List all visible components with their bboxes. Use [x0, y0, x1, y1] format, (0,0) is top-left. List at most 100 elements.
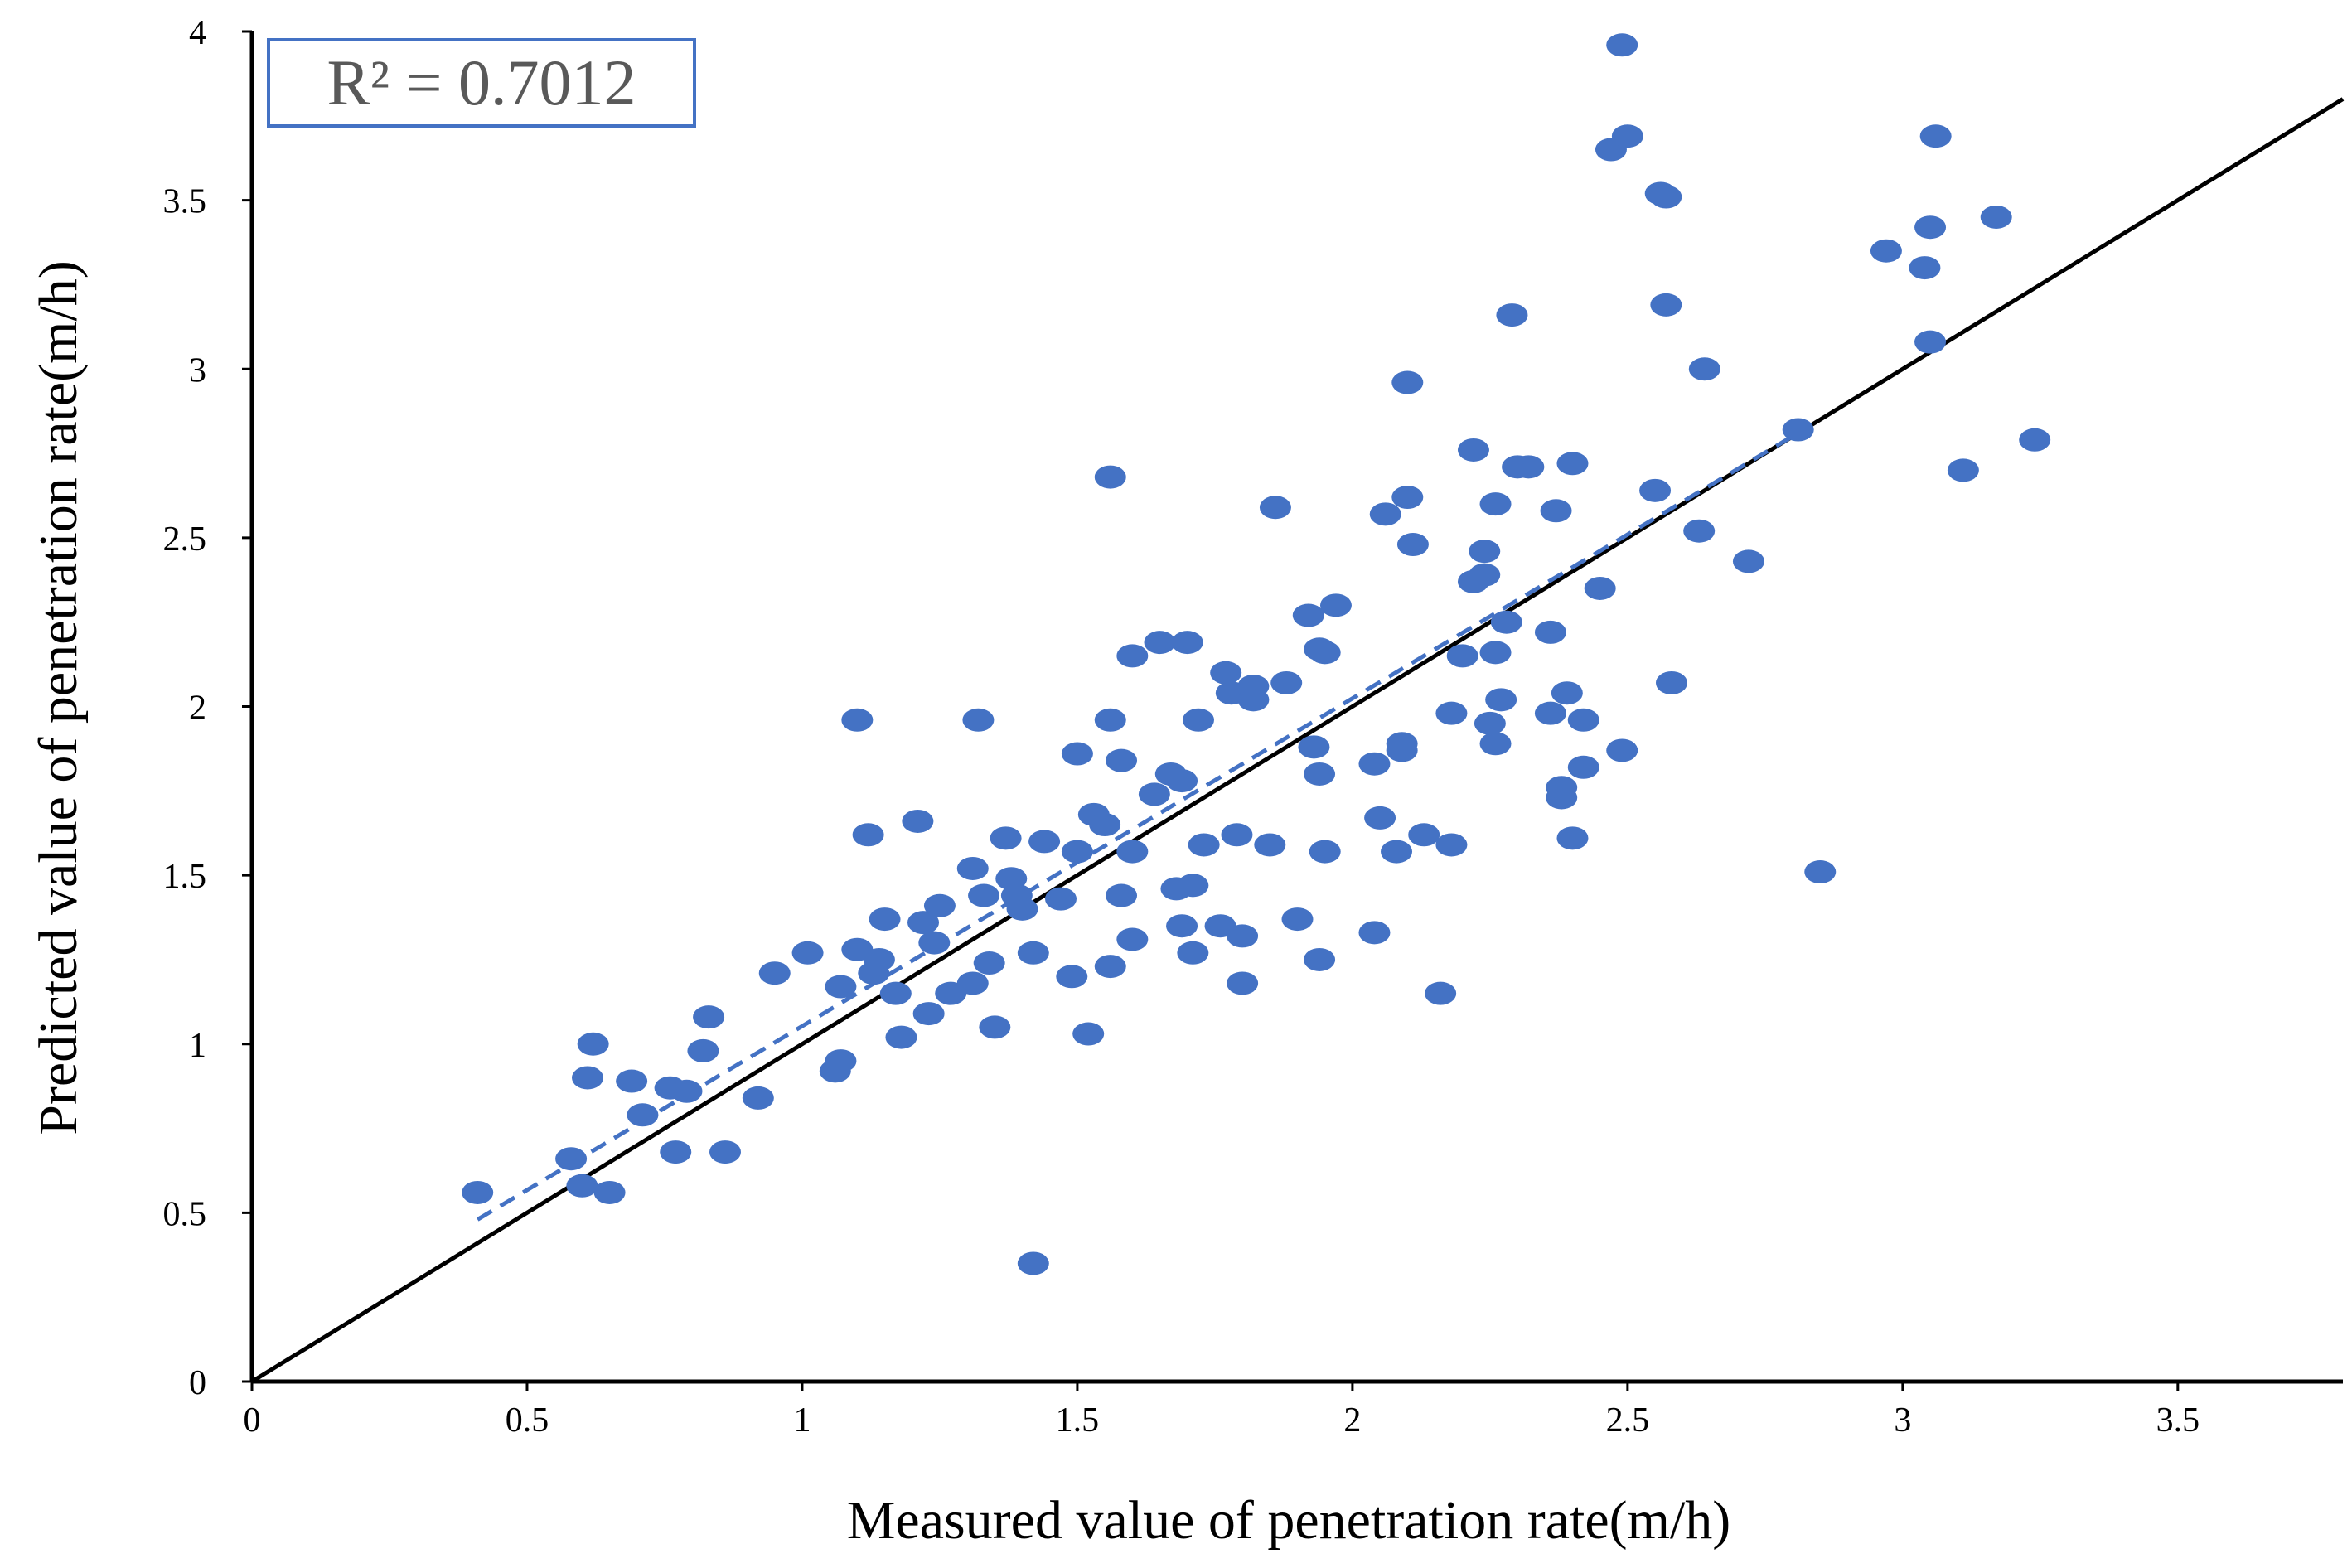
data-point — [1391, 370, 1424, 394]
x-tick-label: 1.5 — [1056, 1401, 1100, 1440]
data-point — [1540, 499, 1572, 523]
data-point — [956, 971, 989, 995]
data-point — [1177, 874, 1209, 898]
data-point — [1914, 215, 1947, 240]
data-point — [627, 1103, 659, 1127]
data-point — [1364, 806, 1396, 830]
data-point — [1381, 840, 1413, 864]
data-point — [660, 1140, 692, 1164]
data-point — [1006, 897, 1038, 921]
data-point — [1221, 823, 1253, 847]
data-point — [1358, 921, 1391, 945]
data-point — [1655, 670, 1687, 694]
data-point — [687, 1038, 719, 1062]
data-point — [791, 941, 824, 965]
data-point — [1534, 620, 1566, 644]
data-point — [670, 1079, 703, 1103]
data-point — [1485, 688, 1517, 712]
data-point — [1683, 519, 1716, 543]
data-point — [1210, 661, 1242, 685]
y-tick-label: 2.5 — [163, 520, 207, 559]
data-point — [879, 981, 912, 1005]
data-point — [462, 1180, 494, 1204]
data-point — [923, 893, 956, 917]
data-point — [1479, 492, 1512, 516]
data-point — [1304, 947, 1336, 971]
y-axis-title: Predicted value of penetration rate(m/h) — [28, 260, 89, 1135]
y-tick-label: 0.5 — [163, 1195, 207, 1233]
y-tick-label: 1 — [189, 1027, 206, 1065]
data-point — [1017, 941, 1049, 965]
data-point — [1094, 955, 1126, 979]
data-point — [863, 947, 895, 971]
data-point — [555, 1147, 588, 1171]
data-point — [885, 1025, 917, 1049]
x-tick-label: 2.5 — [1606, 1401, 1650, 1440]
data-point — [1061, 840, 1093, 864]
y-tick-label: 3.5 — [163, 183, 207, 221]
trendline — [476, 424, 1811, 1222]
data-point — [1474, 711, 1506, 735]
data-point — [1408, 823, 1440, 847]
reference-lines — [250, 97, 2345, 1384]
data-point — [1166, 914, 1198, 938]
data-point — [962, 708, 995, 732]
data-point — [968, 883, 1000, 907]
data-point — [1237, 675, 1270, 699]
data-point — [593, 1180, 626, 1204]
data-point — [1298, 735, 1330, 759]
data-point — [566, 1174, 598, 1198]
data-point — [1056, 965, 1088, 989]
data-point — [1094, 708, 1126, 732]
x-tick-label: 0.5 — [506, 1401, 549, 1440]
y-tick-label: 3 — [189, 351, 206, 390]
data-point — [1358, 752, 1391, 776]
data-point — [1309, 840, 1341, 864]
data-point — [1782, 418, 1814, 442]
y-tick-label: 2 — [189, 690, 206, 728]
data-point — [709, 1140, 741, 1164]
data-point — [1106, 883, 1138, 907]
data-point — [825, 1049, 857, 1073]
data-point — [1116, 927, 1149, 951]
data-point — [902, 809, 934, 833]
data-point — [1446, 644, 1478, 668]
data-point — [1639, 478, 1672, 502]
data-point — [1017, 1251, 1049, 1275]
data-point — [1469, 563, 1501, 587]
data-point — [1650, 293, 1682, 317]
data-point — [1281, 907, 1314, 932]
data-point — [1435, 833, 1468, 857]
data-point — [1045, 887, 1077, 911]
data-point — [1947, 458, 1979, 482]
data-point — [1182, 708, 1214, 732]
data-point — [1094, 465, 1126, 489]
data-point — [1309, 641, 1341, 665]
x-tick-label: 3 — [1894, 1401, 1911, 1440]
x-tick-label: 0 — [244, 1401, 261, 1440]
x-axis-title: Measured value of penetration rate(m/h) — [847, 1490, 1731, 1551]
r-squared-box — [267, 38, 696, 128]
data-point — [1089, 813, 1121, 837]
data-point — [1144, 631, 1176, 655]
data-point — [1227, 924, 1259, 948]
data-point — [1116, 644, 1149, 668]
data-point — [1546, 776, 1578, 800]
data-point — [1425, 981, 1457, 1005]
data-point — [1980, 205, 2012, 229]
r-squared-label: R² = 0.7012 — [327, 46, 636, 119]
data-point — [1254, 833, 1286, 857]
data-points — [462, 33, 2051, 1275]
data-point — [577, 1032, 609, 1056]
data-point — [1556, 452, 1589, 476]
data-point — [1116, 840, 1149, 864]
data-point — [1469, 540, 1501, 564]
data-point — [1270, 670, 1303, 694]
data-point — [1227, 971, 1259, 995]
data-point — [1688, 357, 1720, 381]
data-point — [956, 856, 989, 880]
data-point — [1606, 738, 1638, 762]
data-point — [1319, 593, 1352, 617]
data-point — [918, 931, 951, 955]
data-point — [693, 1005, 725, 1029]
